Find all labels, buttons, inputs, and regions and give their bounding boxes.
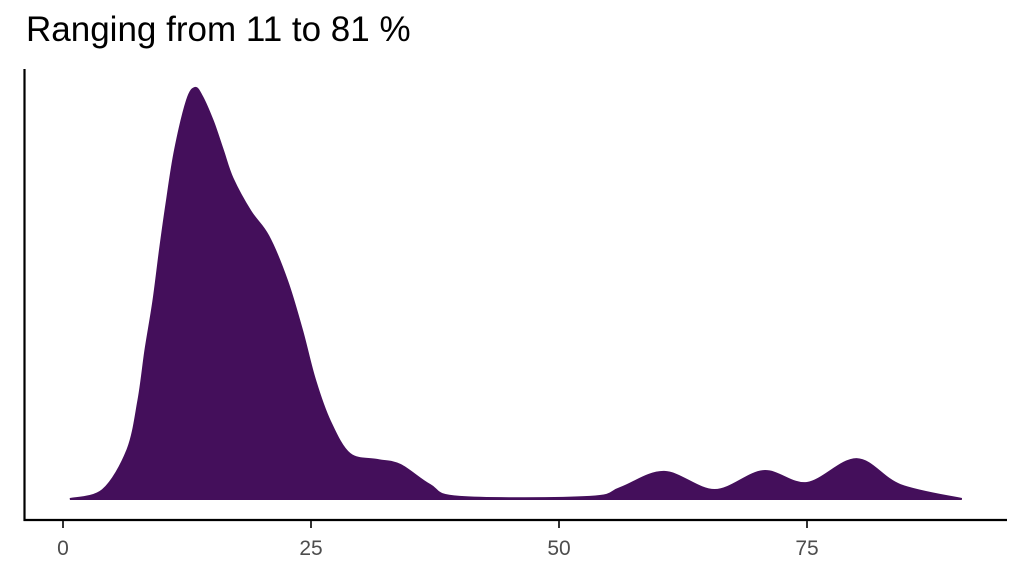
x-tick-label: 0 xyxy=(57,537,69,560)
x-tick-label: 25 xyxy=(299,537,322,560)
chart-title: Ranging from 11 to 81 % xyxy=(26,10,411,49)
plot-area xyxy=(69,86,963,500)
density-area xyxy=(69,86,963,500)
x-tick-label: 50 xyxy=(547,537,570,560)
x-axis-ticks: 0 25 50 75 xyxy=(57,521,819,560)
x-tick-label: 75 xyxy=(795,537,818,560)
